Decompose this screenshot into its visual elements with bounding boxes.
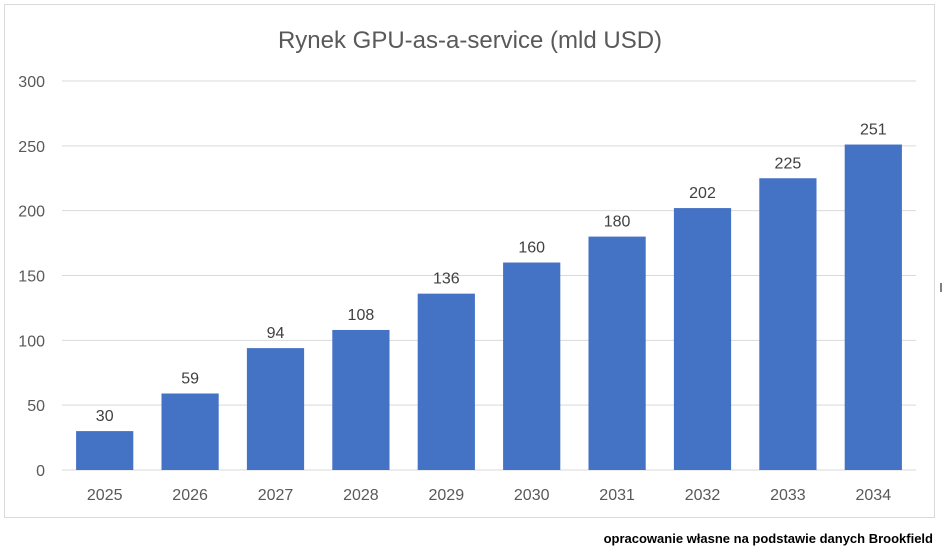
y-tick-label: 300: [18, 74, 45, 91]
bar-2028: [332, 329, 390, 470]
chart-title: Rynek GPU-as-a-service (mld USD): [278, 27, 662, 54]
y-tick-label: 100: [18, 333, 45, 350]
bars: [76, 144, 902, 470]
data-label: 225: [775, 155, 802, 172]
bar-2030: [503, 262, 561, 470]
x-tick-label: 2032: [685, 487, 721, 504]
bar-2034: [844, 144, 902, 470]
y-tick-label: 0: [36, 463, 45, 480]
y-tick-label: 200: [18, 204, 45, 221]
data-label: 108: [348, 307, 375, 324]
x-tick-label: 2027: [258, 487, 294, 504]
x-tick-label: 2028: [343, 487, 379, 504]
x-axis-ticks: 2025 2026 2027 2028 2029 2030 2031 2032 2033 2034: [87, 487, 891, 504]
source-note: opracowanie własne na podstawie danych B…: [603, 531, 933, 546]
x-tick-label: 2029: [429, 487, 465, 504]
bar-2032: [673, 208, 732, 470]
x-tick-label: 2034: [856, 487, 892, 504]
x-tick-label: 2026: [172, 487, 208, 504]
bar-chart: Rynek GPU-as-a-service (mld USD) 0 50 100 1…: [18, 27, 916, 504]
data-labels: 30 59 94 108 136 160 180 202 225 251: [96, 122, 887, 426]
bar-2026: [161, 393, 219, 470]
bar-2031: [588, 236, 646, 470]
data-label: 180: [604, 214, 631, 231]
data-label: 251: [860, 122, 887, 139]
x-tick-label: 2031: [599, 487, 635, 504]
bar-2029: [417, 293, 475, 470]
bar-2027: [246, 348, 305, 470]
x-tick-label: 2025: [87, 487, 123, 504]
y-tick-label: 150: [18, 269, 45, 286]
data-label: 94: [267, 325, 285, 342]
data-label: 136: [433, 271, 460, 288]
y-axis-ticks: 0 50 100 150 200 250 300: [18, 74, 45, 480]
data-label: 202: [689, 185, 716, 202]
y-tick-label: 250: [18, 139, 45, 156]
y-tick-label: 50: [27, 398, 45, 415]
x-tick-label: 2033: [770, 487, 806, 504]
data-label: 160: [518, 240, 545, 257]
edge-mark: [940, 283, 942, 292]
bar-2025: [76, 431, 134, 470]
data-label: 30: [96, 408, 114, 425]
bar-2033: [759, 178, 817, 470]
data-label: 59: [181, 370, 199, 387]
x-tick-label: 2030: [514, 487, 550, 504]
